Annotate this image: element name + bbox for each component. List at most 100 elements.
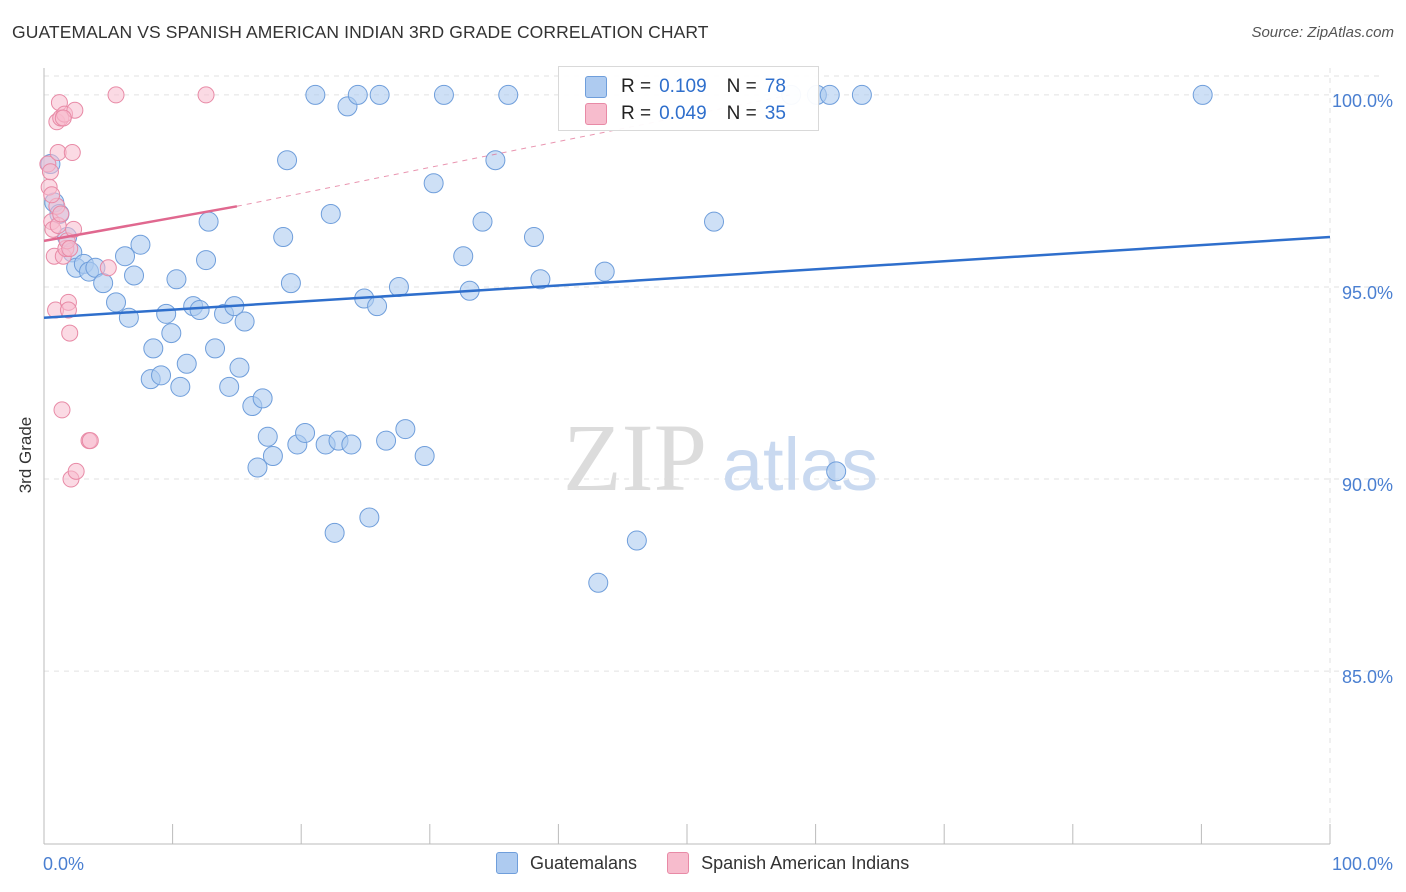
legend-swatch-blue [585,76,607,98]
legend-swatch-blue [496,852,518,874]
legend-label: Guatemalans [530,852,638,873]
data-point-guatemalans [1192,84,1213,105]
legend-label: Spanish American Indians [701,852,910,873]
data-point-guatemalans [106,292,127,313]
data-point-guatemalans [156,303,177,324]
data-point-guatemalans [626,530,647,551]
data-point-guatemalans [247,457,268,478]
watermark-atlas: atlas [722,423,878,506]
data-point-guatemalans [369,84,390,105]
data-point-guatemalans [523,227,544,248]
data-point-spanish-american-indians [54,109,72,127]
legend-n-value: 35 [764,103,786,124]
data-point-spanish-american-indians [59,301,77,319]
tick-labels: 85.0% 90.0% 95.0% 100.0% 0.0% 100.0% [43,91,1393,874]
source-credit: Source: ZipAtlas.com [1251,24,1394,41]
series-legend: Guatemalans Spanish American Indians [496,852,939,874]
data-point-guatemalans [198,211,219,232]
legend-item-spanish-american-indians[interactable]: Spanish American Indians [667,852,909,874]
y-tick-label: 85.0% [1342,667,1393,687]
x-tick-label: 100.0% [1332,854,1393,874]
data-point-spanish-american-indians [107,86,125,104]
legend-r-value: 0.049 [659,103,707,124]
legend-r-label: R = [621,103,652,124]
data-point-guatemalans [530,269,551,290]
data-point-guatemalans [588,572,609,593]
data-point-guatemalans [252,388,273,409]
data-point-guatemalans [93,273,114,294]
legend-item-guatemalans[interactable]: Guatemalans [496,852,637,874]
data-point-guatemalans [341,434,362,455]
data-point-spanish-american-indians [61,240,79,258]
legend-r-value: 0.109 [659,76,707,97]
data-point-guatemalans [453,246,474,267]
data-point-guatemalans [367,296,388,317]
data-point-guatemalans [498,84,519,105]
data-point-spanish-american-indians [197,86,215,104]
series-guatemalans [40,84,1213,593]
data-point-guatemalans [130,234,151,255]
gridlines [44,68,1380,844]
chart-title: GUATEMALAN VS SPANISH AMERICAN INDIAN 3R… [12,22,709,42]
data-point-guatemalans [704,211,725,232]
legend-swatch-pink [585,103,607,125]
data-point-guatemalans [166,269,187,290]
data-point-guatemalans [205,338,226,359]
y-axis-label: 3rd Grade [16,416,35,494]
data-point-guatemalans [320,203,341,224]
data-point-guatemalans [196,250,217,271]
data-point-guatemalans [176,353,197,374]
data-point-spanish-american-indians [67,462,85,480]
data-point-spanish-american-indians [52,205,70,223]
data-point-guatemalans [819,84,840,105]
data-point-guatemalans [170,376,191,397]
data-point-guatemalans [324,522,345,543]
data-point-guatemalans [295,422,316,443]
data-point-guatemalans [414,446,435,466]
data-point-guatemalans [229,357,250,378]
data-point-spanish-american-indians [49,144,67,162]
data-point-guatemalans [257,426,278,447]
data-point-spanish-american-indians [99,259,117,277]
data-point-guatemalans [594,261,615,282]
data-point-guatemalans [423,173,444,194]
data-point-guatemalans [189,300,210,321]
trend-line-guatemalans [43,235,1331,319]
watermark: ZIP atlas [563,404,878,511]
data-point-guatemalans [851,84,872,105]
legend-n-label: N = [726,103,757,124]
legend-swatch-pink [667,852,690,874]
data-point-guatemalans [395,419,416,440]
data-point-guatemalans [280,273,301,294]
legend-r-label: R = [621,76,652,97]
x-tick-label: 0.0% [43,854,84,874]
trend-line-spanish-american-indians [43,205,238,243]
data-point-guatemalans [277,150,298,171]
data-point-spanish-american-indians [65,220,83,238]
legend-row-spanish-american-indians: R = 0.049 N = 35 [585,101,786,127]
data-point-guatemalans [234,311,255,332]
y-tick-label: 100.0% [1332,91,1393,111]
legend-row-guatemalans: R = 0.109 N = 78 [585,74,786,100]
data-point-guatemalans [472,211,493,232]
data-point-guatemalans [376,430,397,451]
data-point-guatemalans [161,323,182,344]
data-point-spanish-american-indians [43,186,61,204]
data-point-spanish-american-indians [53,401,71,419]
data-point-guatemalans [485,150,506,171]
watermark-zip: ZIP [563,404,707,511]
data-point-guatemalans [273,227,294,248]
data-point-guatemalans [262,446,283,466]
data-point-guatemalans [115,246,136,267]
data-point-guatemalans [219,376,240,397]
data-point-guatemalans [826,461,847,482]
data-point-spanish-american-indians [41,163,59,181]
data-point-spanish-american-indians [63,144,81,162]
legend-n-value: 78 [764,76,786,97]
data-point-spanish-american-indians [61,324,79,342]
data-point-guatemalans [359,507,380,528]
legend-n-label: N = [726,76,757,97]
data-point-guatemalans [433,84,454,105]
data-point-guatemalans [151,365,172,386]
